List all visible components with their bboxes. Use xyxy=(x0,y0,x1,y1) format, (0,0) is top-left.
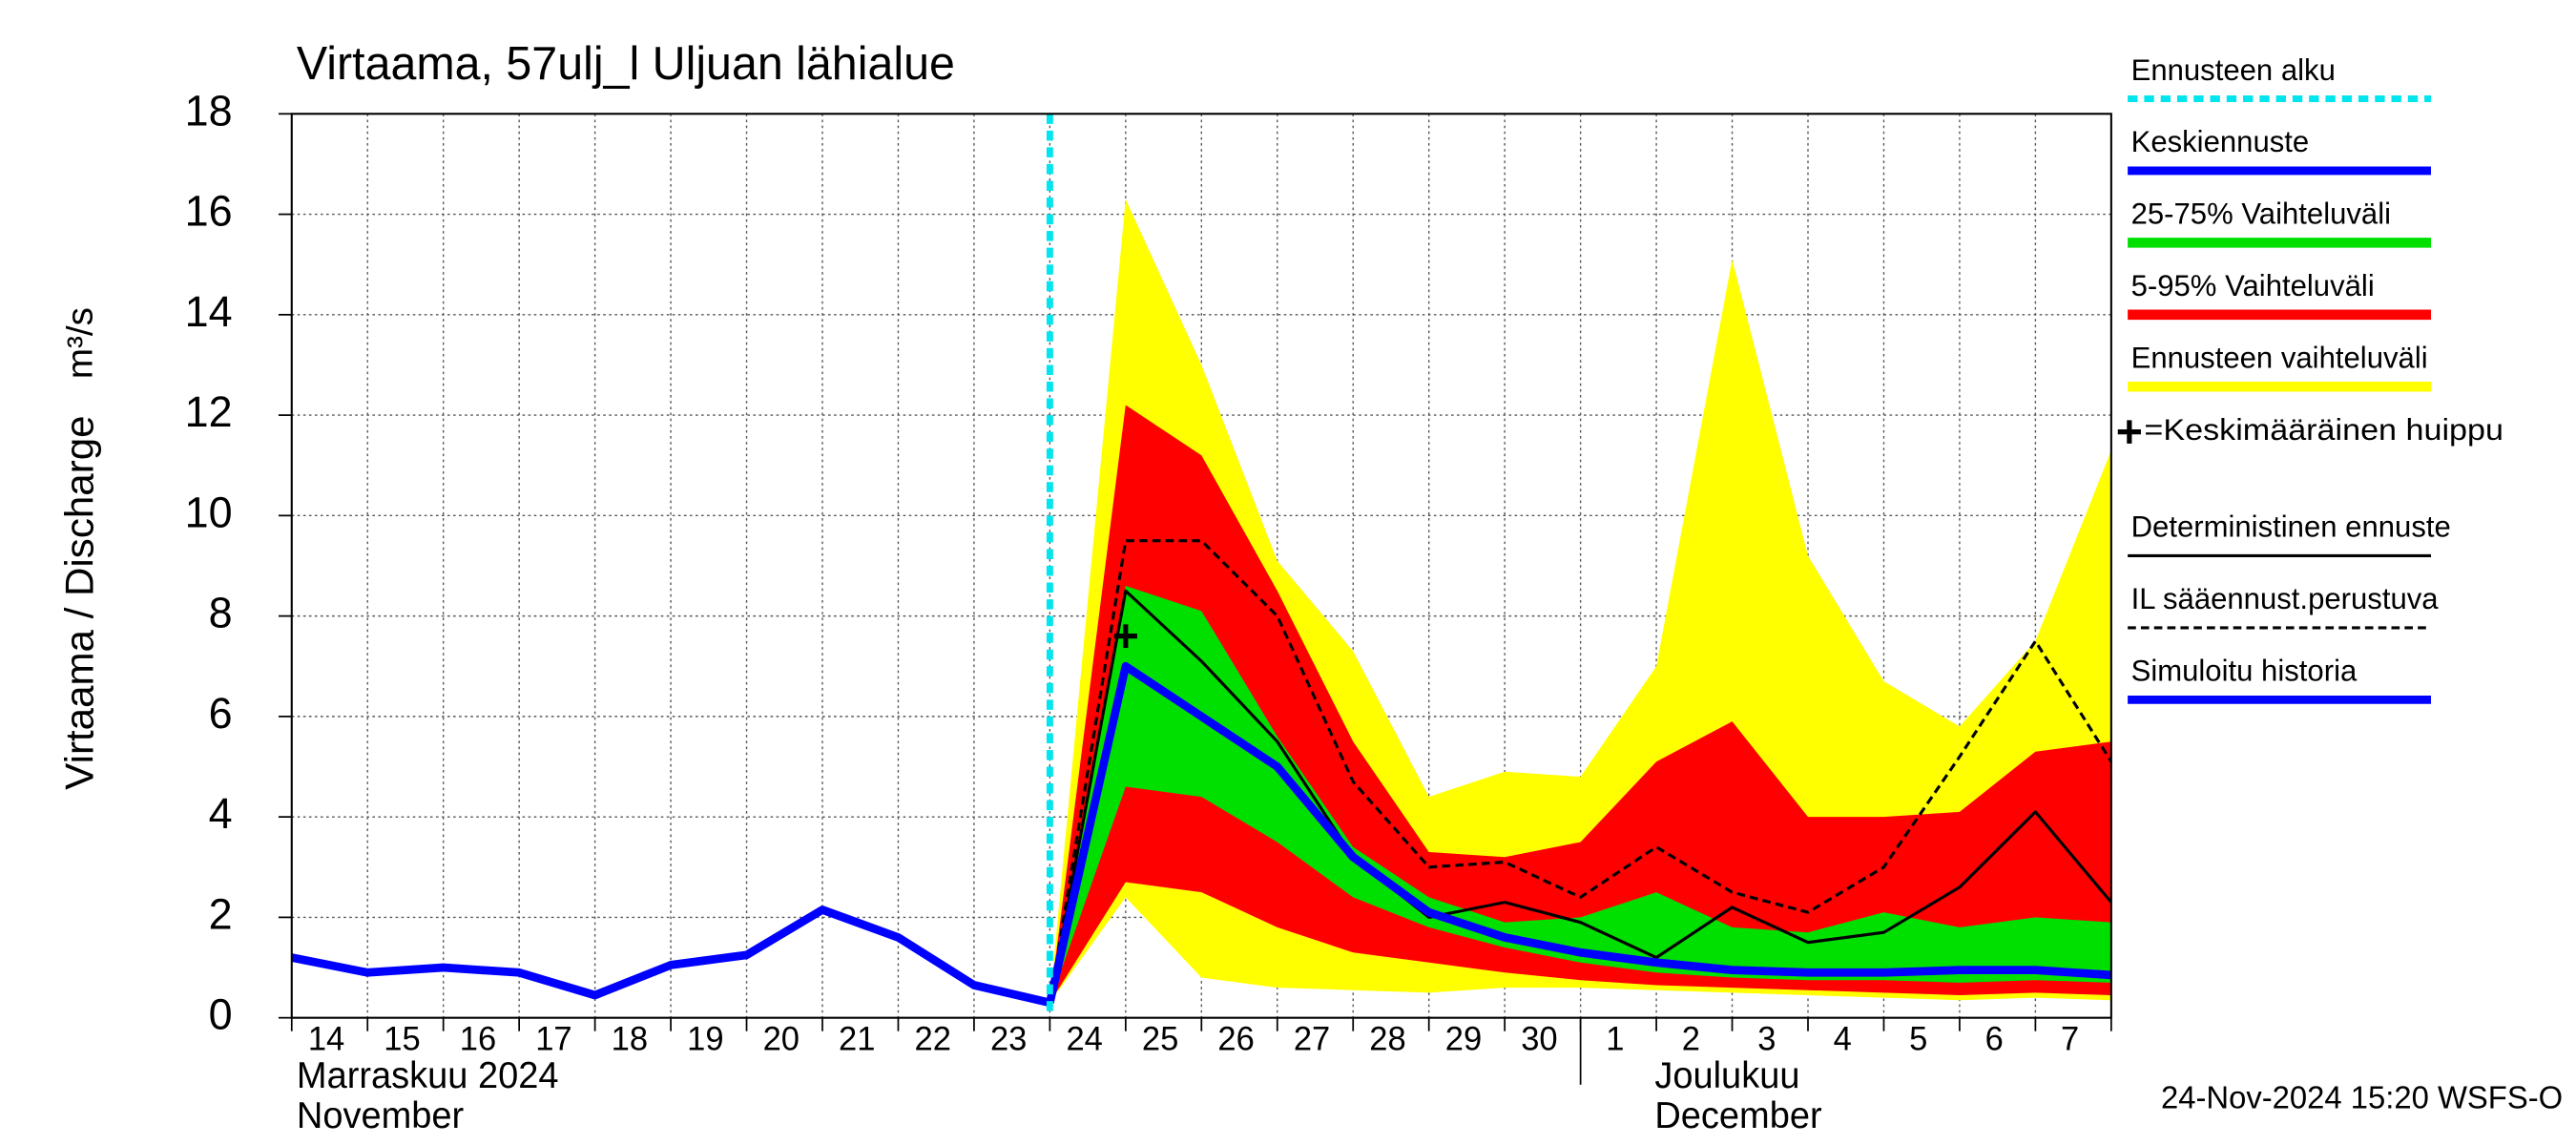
y-tick-label: 4 xyxy=(209,789,233,838)
x-tick-label: 14 xyxy=(308,1020,344,1057)
y-tick-label: 10 xyxy=(185,488,233,536)
x-tick-label: 18 xyxy=(612,1020,648,1057)
legend-label: Ennusteen alku xyxy=(2131,53,2336,87)
x-tick-label: 1 xyxy=(1606,1020,1624,1057)
x-tick-label: 22 xyxy=(915,1020,951,1057)
y-tick-label: 16 xyxy=(185,186,233,235)
x-tick-label: 20 xyxy=(763,1020,800,1057)
chart-title: Virtaama, 57ulj_l Uljuan lähialue xyxy=(297,38,955,90)
timestamp: 24-Nov-2024 15:20 WSFS-O xyxy=(2161,1080,2563,1115)
x-tick-label: 24 xyxy=(1066,1020,1102,1057)
x-tick-label: 6 xyxy=(1985,1020,2004,1057)
x-tick-label: 29 xyxy=(1445,1020,1482,1057)
x-tick-label: 21 xyxy=(839,1020,875,1057)
month-label: Joulukuu xyxy=(1654,1055,1799,1096)
legend-label: IL sääennust.perustuva xyxy=(2131,582,2440,615)
line xyxy=(1048,589,2113,1004)
legend-swatch xyxy=(2117,420,2141,444)
x-tick-label: 4 xyxy=(1834,1020,1852,1057)
y-tick-label: 8 xyxy=(209,588,233,636)
x-tick-label: 23 xyxy=(990,1020,1027,1057)
y-tick-label: 0 xyxy=(209,989,233,1038)
x-tick-label: 2 xyxy=(1682,1020,1700,1057)
x-tick-label: 7 xyxy=(2061,1020,2079,1057)
plot-frame xyxy=(290,113,2112,1019)
month-label: November xyxy=(297,1095,465,1136)
y-axis-label: Virtaama / Discharge xyxy=(57,415,102,789)
x-tick-label: 26 xyxy=(1217,1020,1254,1057)
y-tick-label: 14 xyxy=(185,287,233,336)
x-tick-label: 25 xyxy=(1142,1020,1178,1057)
band xyxy=(1049,586,2111,1003)
y-axis-unit: m³/s xyxy=(60,307,101,379)
x-tick-label: 28 xyxy=(1369,1020,1405,1057)
x-tick-label: 19 xyxy=(687,1020,723,1057)
x-tick-label: 5 xyxy=(1909,1020,1927,1057)
x-tick-label: 3 xyxy=(1757,1020,1776,1057)
x-tick-label: 16 xyxy=(460,1020,496,1057)
month-label: Marraskuu 2024 xyxy=(297,1055,559,1096)
x-tick-label: 15 xyxy=(384,1020,420,1057)
y-tick-label: 12 xyxy=(185,387,233,436)
line xyxy=(1048,539,2113,1004)
legend-label: Keskiennuste xyxy=(2131,125,2310,158)
legend-label: Ennusteen vaihteluväli xyxy=(2131,341,2428,374)
y-tick-label: 2 xyxy=(209,889,233,938)
x-tick-label: 17 xyxy=(535,1020,571,1057)
peak-marker xyxy=(1113,624,1137,648)
x-tick-label: 30 xyxy=(1521,1020,1557,1057)
legend-label: 5-95% Vaihteluväli xyxy=(2131,269,2375,302)
y-tick-label: 18 xyxy=(185,86,233,135)
legend-label: =Keskimääräinen huippu xyxy=(2144,413,2503,447)
y-tick-label: 6 xyxy=(209,689,233,738)
legend-label: 25-75% Vaihteluväli xyxy=(2131,197,2391,230)
legend-label: Simuloitu historia xyxy=(2131,654,2358,687)
x-tick-label: 27 xyxy=(1294,1020,1330,1057)
legend-label: Deterministinen ennuste xyxy=(2131,510,2451,544)
month-label: December xyxy=(1654,1095,1822,1136)
line xyxy=(290,906,1051,1008)
line xyxy=(1046,661,2112,1004)
